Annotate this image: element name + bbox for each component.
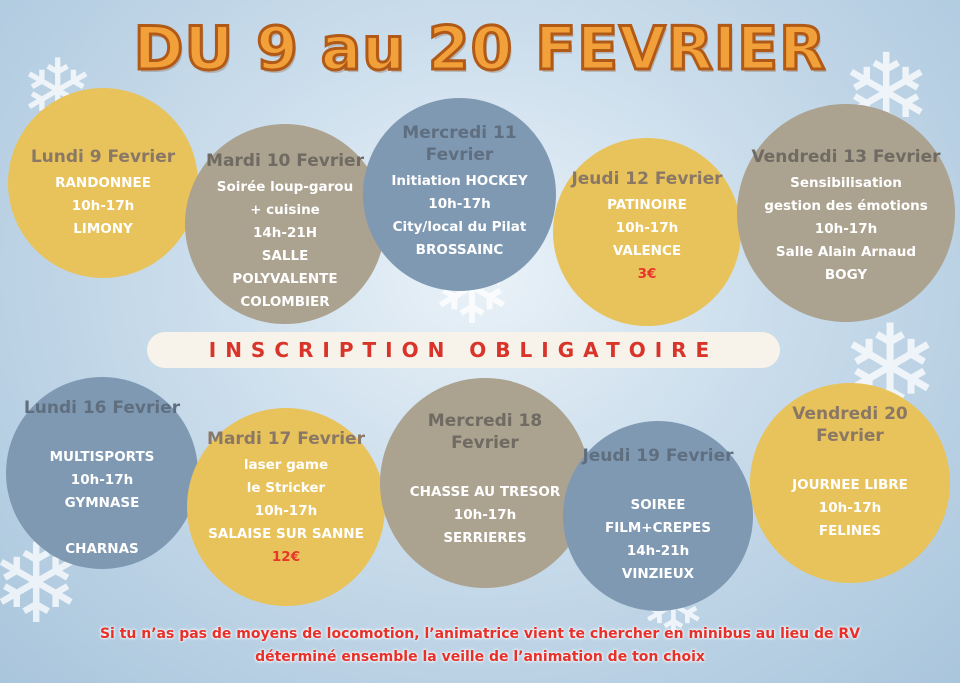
- day-bubble: Jeudi 19 Fevrier SOIREE FILM+CREPES 14h-21h…: [563, 421, 753, 611]
- day-bubble: Mardi 10 Fevrier Soirée loup-garou + cuisi…: [185, 124, 385, 324]
- activity-line: CHARNAS: [65, 541, 139, 557]
- day-heading: Vendredi 13 Fevrier: [751, 147, 941, 167]
- day-heading: Mercredi 18: [427, 411, 543, 431]
- activity-line: BOGY: [824, 267, 868, 283]
- activity-line: 10h-17h: [71, 198, 135, 214]
- day-heading: Lundi 16 Fevrier: [23, 398, 181, 418]
- day-bubble: Jeudi 12 Fevrier PATINOIRE 10h-17h VALENCE 3…: [553, 138, 741, 326]
- activity-line: SOIREE: [630, 497, 686, 513]
- activity-line: 14h-21H: [252, 225, 318, 241]
- price-label: 12€: [271, 549, 301, 565]
- day-bubble: Vendredi 20 Fevrier JOURNEE LIBRE 10h-17h FE…: [750, 383, 950, 583]
- day-heading: Fevrier: [425, 145, 494, 165]
- activity-line: RANDONNEE: [55, 175, 151, 191]
- activity-line: 10h-17h: [818, 500, 882, 516]
- activity-line: CHASSE AU TRESOR: [409, 484, 561, 500]
- activity-line: SERRIERES: [443, 530, 527, 546]
- day-heading: Fevrier: [816, 426, 884, 446]
- activity-line: SALAISE SUR SANNE: [208, 526, 364, 542]
- activity-line: JOURNEE LIBRE: [792, 477, 908, 493]
- day-heading: Mercredi 11: [402, 123, 517, 143]
- day-bubble: Mercredi 11 Fevrier Initiation HOCKEY 10h-1…: [363, 98, 556, 291]
- activity-line: Soirée loup-garou: [216, 179, 354, 195]
- day-heading: Jeudi 19 Fevrier: [582, 446, 734, 466]
- day-heading: Vendredi 20: [792, 404, 908, 424]
- activity-line: 10h-17h: [428, 196, 491, 212]
- activity-line: Salle Alain Arnaud: [775, 244, 917, 260]
- activity-line: MULTISPORTS: [49, 449, 155, 465]
- footer-note-line-2: déterminé ensemble la veille de l’animat…: [255, 649, 705, 665]
- activity-line: le Stricker: [246, 480, 326, 496]
- day-bubble: Lundi 16 Fevrier MULTISPORTS 10h-17h GYMNAS…: [6, 377, 198, 569]
- activity-line: Sensibilisation: [790, 175, 902, 191]
- day-heading: Jeudi 12 Fevrier: [571, 169, 723, 189]
- day-heading: Mardi 17 Fevrier: [207, 429, 365, 449]
- day-bubble: Mardi 17 Fevrier laser game le Stricker 10h…: [187, 408, 385, 606]
- activity-line: 10h-17h: [70, 472, 134, 488]
- day-heading: Mardi 10 Fevrier: [206, 151, 364, 171]
- activity-line: POLYVALENTE: [232, 271, 338, 287]
- activity-line: COLOMBIER: [240, 294, 330, 310]
- activity-line: gestion des émotions: [764, 198, 928, 214]
- activity-line: BROSSAINC: [415, 242, 504, 258]
- activity-line: + cuisine: [250, 202, 320, 218]
- activity-line: VINZIEUX: [621, 566, 695, 582]
- activity-line: VALENCE: [612, 243, 682, 259]
- activity-line: 10h-17h: [814, 221, 878, 237]
- footer-note-line-1: Si tu n’as pas de moyens de locomotion, …: [99, 626, 861, 642]
- activity-line: laser game: [243, 457, 329, 473]
- page-title: DU 9 au 20 FEVRIER: [132, 13, 827, 86]
- activity-line: SALLE: [261, 248, 309, 264]
- price-label: 3€: [637, 266, 657, 282]
- activity-line: GYMNASE: [64, 495, 140, 511]
- activity-line: FILM+CREPES: [605, 520, 711, 536]
- activity-line: 10h-17h: [254, 503, 318, 519]
- activity-line: 10h-17h: [615, 220, 679, 236]
- day-heading: Lundi 9 Fevrier: [30, 147, 176, 167]
- activity-line: City/local du Pilat: [392, 219, 527, 235]
- activity-line: 10h-17h: [453, 507, 517, 523]
- day-heading: Fevrier: [451, 433, 519, 453]
- activity-line: PATINOIRE: [607, 197, 687, 213]
- day-bubble: Vendredi 13 Fevrier Sensibilisation gestio…: [737, 104, 955, 322]
- activity-line: FELINES: [818, 523, 882, 539]
- registration-banner: INSCRIPTION OBLIGATOIRE: [147, 332, 780, 368]
- activity-line: 14h-21h: [626, 543, 690, 559]
- activity-line: LIMONY: [73, 221, 133, 237]
- activity-line: Initiation HOCKEY: [391, 173, 528, 189]
- day-bubble: Mercredi 18 Fevrier CHASSE AU TRESOR 10h-17…: [380, 378, 590, 588]
- day-bubble: Lundi 9 Fevrier RANDONNEE 10h-17h LIMONY: [8, 88, 198, 278]
